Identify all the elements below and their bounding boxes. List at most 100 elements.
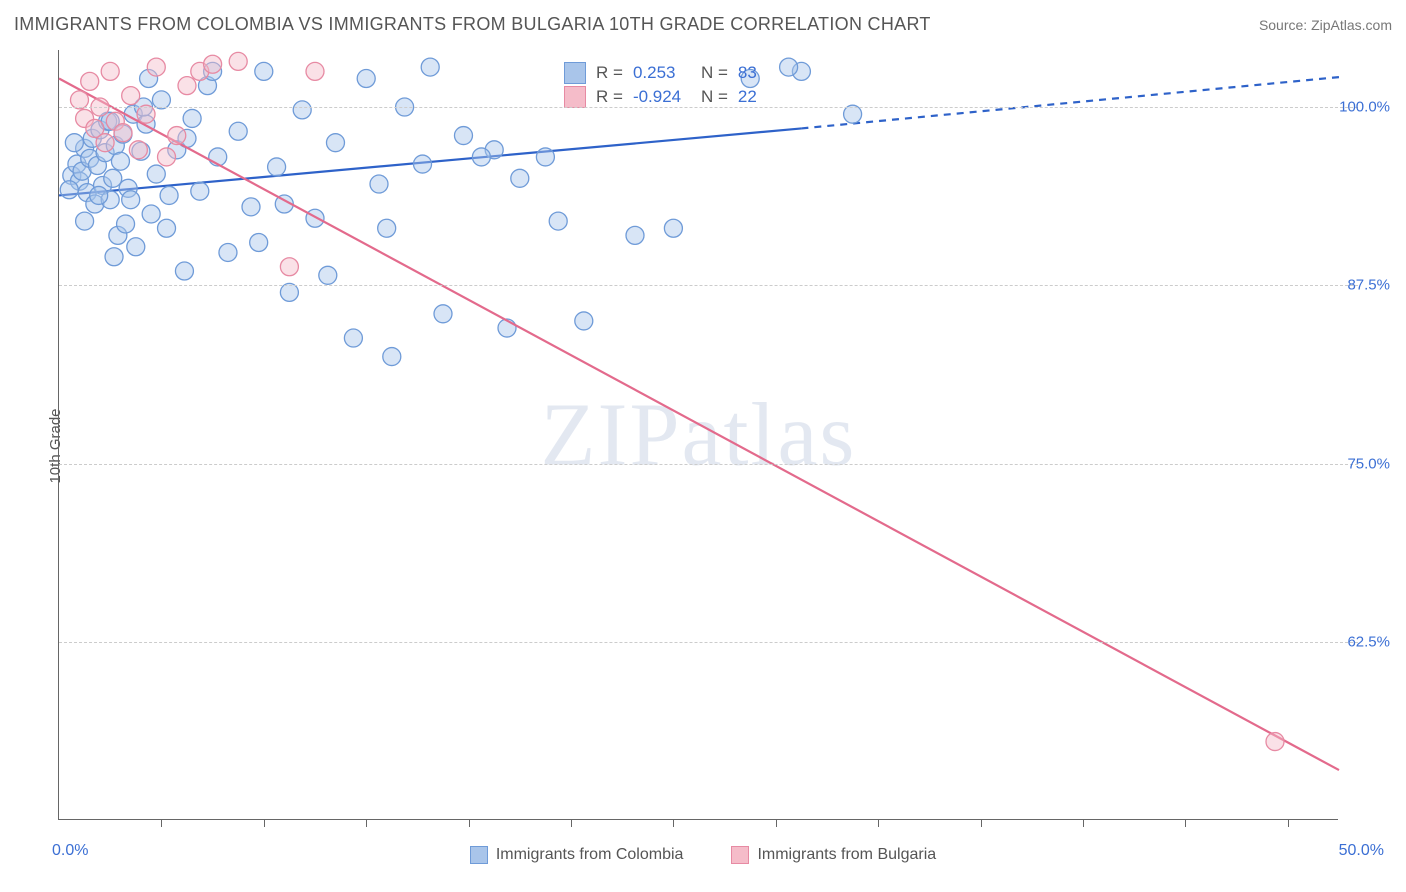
data-point [242, 198, 260, 216]
stats-row: R = 0.253 N = 83 [564, 62, 796, 84]
legend-label: Immigrants from Bulgaria [757, 846, 936, 864]
data-point [250, 234, 268, 252]
data-point [147, 58, 165, 76]
data-point [306, 209, 324, 227]
trend-line-dashed [801, 77, 1339, 128]
x-tick [264, 819, 265, 827]
stats-n-label: N = [701, 63, 728, 83]
data-point [454, 127, 472, 145]
plot-svg [59, 50, 1338, 819]
data-point [357, 70, 375, 88]
data-point [511, 169, 529, 187]
data-point [383, 348, 401, 366]
x-tick [571, 819, 572, 827]
grid-line [59, 642, 1358, 643]
data-point [178, 77, 196, 95]
data-point [183, 109, 201, 127]
data-point [158, 219, 176, 237]
data-point [111, 152, 129, 170]
data-point [229, 122, 247, 140]
stats-r-label: R = [596, 63, 623, 83]
data-point [229, 52, 247, 70]
data-point [1266, 733, 1284, 751]
stats-swatch [564, 86, 586, 108]
data-point [142, 205, 160, 223]
data-point [122, 87, 140, 105]
data-point [626, 226, 644, 244]
grid-line [59, 464, 1358, 465]
data-point [147, 165, 165, 183]
legend-item: Immigrants from Colombia [470, 846, 684, 864]
chart-title: IMMIGRANTS FROM COLOMBIA VS IMMIGRANTS F… [14, 14, 931, 35]
data-point [114, 124, 132, 142]
stats-row: R =-0.924N =22 [564, 86, 796, 108]
grid-line [59, 285, 1358, 286]
x-label-left: 0.0% [52, 842, 88, 860]
data-point [191, 182, 209, 200]
x-tick [878, 819, 879, 827]
data-point [76, 212, 94, 230]
stats-n-value: 83 [738, 63, 796, 83]
data-point [434, 305, 452, 323]
data-point [65, 134, 83, 152]
data-point [122, 191, 140, 209]
data-point [319, 266, 337, 284]
data-point [96, 134, 114, 152]
data-point [549, 212, 567, 230]
data-point [421, 58, 439, 76]
bottom-legend: Immigrants from Colombia Immigrants from … [0, 846, 1406, 864]
x-tick [161, 819, 162, 827]
data-point [117, 215, 135, 233]
data-point [160, 186, 178, 204]
data-point [280, 258, 298, 276]
data-point [575, 312, 593, 330]
legend-swatch [731, 846, 749, 864]
legend-label: Immigrants from Colombia [496, 846, 684, 864]
data-point [129, 141, 147, 159]
data-point [344, 329, 362, 347]
stats-r-value: 0.253 [633, 63, 691, 83]
legend-swatch [470, 846, 488, 864]
x-tick [1083, 819, 1084, 827]
plot-area: ZIPatlas R =0.253N =83R =-0.924N =22 [58, 50, 1338, 820]
data-point [414, 155, 432, 173]
stats-r-label: R = [596, 87, 623, 107]
x-tick [469, 819, 470, 827]
data-point [219, 243, 237, 261]
data-point [90, 186, 108, 204]
data-point [168, 127, 186, 145]
x-tick [776, 819, 777, 827]
data-point [378, 219, 396, 237]
legend-item: Immigrants from Bulgaria [731, 846, 936, 864]
stats-swatch [564, 62, 586, 84]
y-tick-label: 87.5% [1347, 277, 1390, 294]
data-point [306, 62, 324, 80]
data-point [81, 72, 99, 90]
data-point [664, 219, 682, 237]
stats-r-value: -0.924 [633, 87, 691, 107]
data-point [293, 101, 311, 119]
trend-line [59, 79, 1339, 771]
data-point [175, 262, 193, 280]
y-tick-label: 75.0% [1347, 455, 1390, 472]
x-label-right: 50.0% [1339, 842, 1384, 860]
y-tick-label: 62.5% [1347, 633, 1390, 650]
data-point [101, 62, 119, 80]
y-tick-label: 100.0% [1339, 99, 1390, 116]
x-tick [981, 819, 982, 827]
source-label: Source: ZipAtlas.com [1259, 17, 1392, 33]
data-point [326, 134, 344, 152]
data-point [370, 175, 388, 193]
x-tick [366, 819, 367, 827]
data-point [268, 158, 286, 176]
stats-box: R =0.253N =83R =-0.924N =22 [564, 62, 796, 108]
data-point [60, 181, 78, 199]
data-point [255, 62, 273, 80]
data-point [105, 248, 123, 266]
stats-n-label: N = [701, 87, 728, 107]
data-point [536, 148, 554, 166]
data-point [204, 55, 222, 73]
x-tick [673, 819, 674, 827]
x-tick [1185, 819, 1186, 827]
grid-line [59, 107, 1358, 108]
